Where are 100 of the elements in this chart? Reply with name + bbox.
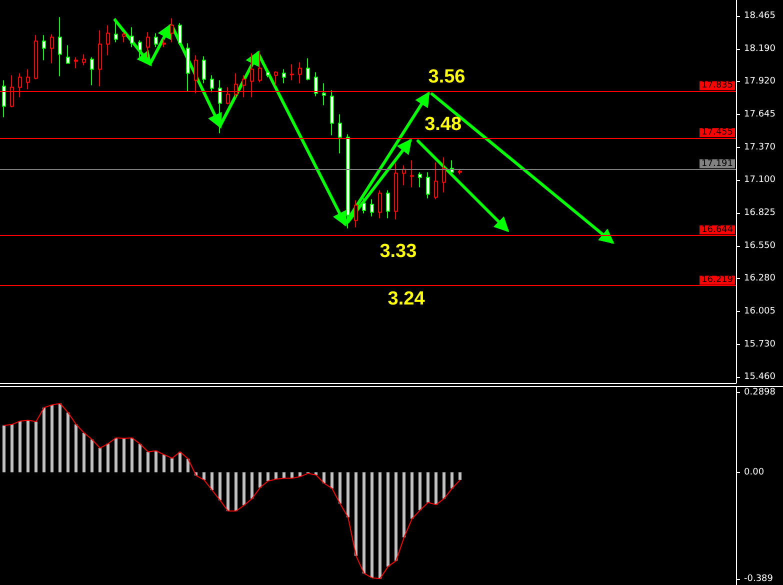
candlestick [106,24,110,56]
candlestick [82,54,86,66]
bar [50,404,54,472]
y-tick-label: 16.005 [744,306,776,317]
y-tick-label: 0.2898 [744,388,776,398]
ref-line-label: 16.644 [702,224,734,235]
candlestick [202,56,206,84]
y-tick-label: 17.100 [744,175,776,186]
bar [226,472,230,512]
bar [426,472,430,502]
candlestick [458,168,462,175]
bar [434,472,438,505]
candlestick [186,42,190,92]
bar [258,472,262,488]
ref-line-label: 17.835 [702,80,733,91]
y-tick-label: 18.465 [744,11,776,22]
candlestick [418,172,422,188]
bar [90,440,94,472]
bar [98,448,102,472]
bar [154,450,158,472]
bar [378,472,382,579]
bar [394,472,398,561]
bar [146,452,150,472]
candlestick [370,198,374,217]
bar [130,438,134,472]
bar [74,424,78,472]
bar [42,408,46,472]
candlestick [266,70,270,78]
y-tick-label: 16.550 [744,241,776,252]
y-tick-label: 17.370 [744,142,776,153]
candlestick [426,172,430,199]
ref-line-label: 17.191 [702,158,733,169]
candlestick [410,160,414,188]
candlestick [138,40,142,58]
bar [458,472,462,480]
candlestick [330,90,334,136]
bar [2,426,6,472]
candlestick [258,52,262,83]
annotation: 3.48 [424,114,462,135]
bar [442,472,446,499]
y-tick-label: 15.460 [744,372,776,382]
candlestick [362,198,366,214]
candlestick [98,30,102,87]
y-tick-label: 16.825 [744,208,776,218]
bar [250,472,254,499]
bar [410,472,414,519]
candlestick [146,32,150,58]
candlestick [274,70,278,86]
bar [82,432,86,472]
bar [330,472,334,488]
bar [242,472,246,506]
bar [122,438,126,472]
bar [66,412,70,472]
candlestick [394,162,398,220]
candlestick [162,38,166,48]
bar [178,452,182,472]
candlestick [442,156,446,193]
bar [386,472,390,567]
bar [370,472,374,578]
bar [234,472,238,512]
bar [114,438,118,472]
candlestick [122,32,126,43]
y-tick-label: 0.00 [744,467,764,478]
bar [354,472,358,556]
candlestick [154,32,158,48]
bar [138,444,142,472]
y-tick-label: 17.645 [744,110,776,120]
bar [58,404,62,472]
candlestick [378,190,382,219]
annotation: 3.24 [388,288,426,310]
candlestick [434,162,438,200]
bar [266,472,270,482]
candlestick [50,34,54,64]
bar [18,421,22,472]
candlestick [130,26,134,48]
bar [186,458,190,472]
candlestick [298,62,302,84]
candlestick [170,18,174,43]
candlestick [386,190,390,219]
y-tick-label: 16.280 [744,274,776,284]
candlestick [2,80,6,118]
bar [10,424,14,472]
annotation: 3.33 [380,241,417,262]
candlestick [322,82,326,106]
candlestick [66,44,70,64]
candlestick [42,34,46,61]
line-series [4,403,460,580]
candlestick [306,58,310,81]
bar [26,420,30,472]
candlestick [314,72,318,97]
bar [162,454,166,472]
bar [402,472,406,538]
bar [322,472,326,484]
candlestick [210,74,214,93]
bar [450,472,454,488]
bar [346,472,350,518]
candlestick [338,114,342,154]
bar [282,472,286,478]
y-tick-label: 15.730 [744,340,776,350]
bar [338,472,342,504]
